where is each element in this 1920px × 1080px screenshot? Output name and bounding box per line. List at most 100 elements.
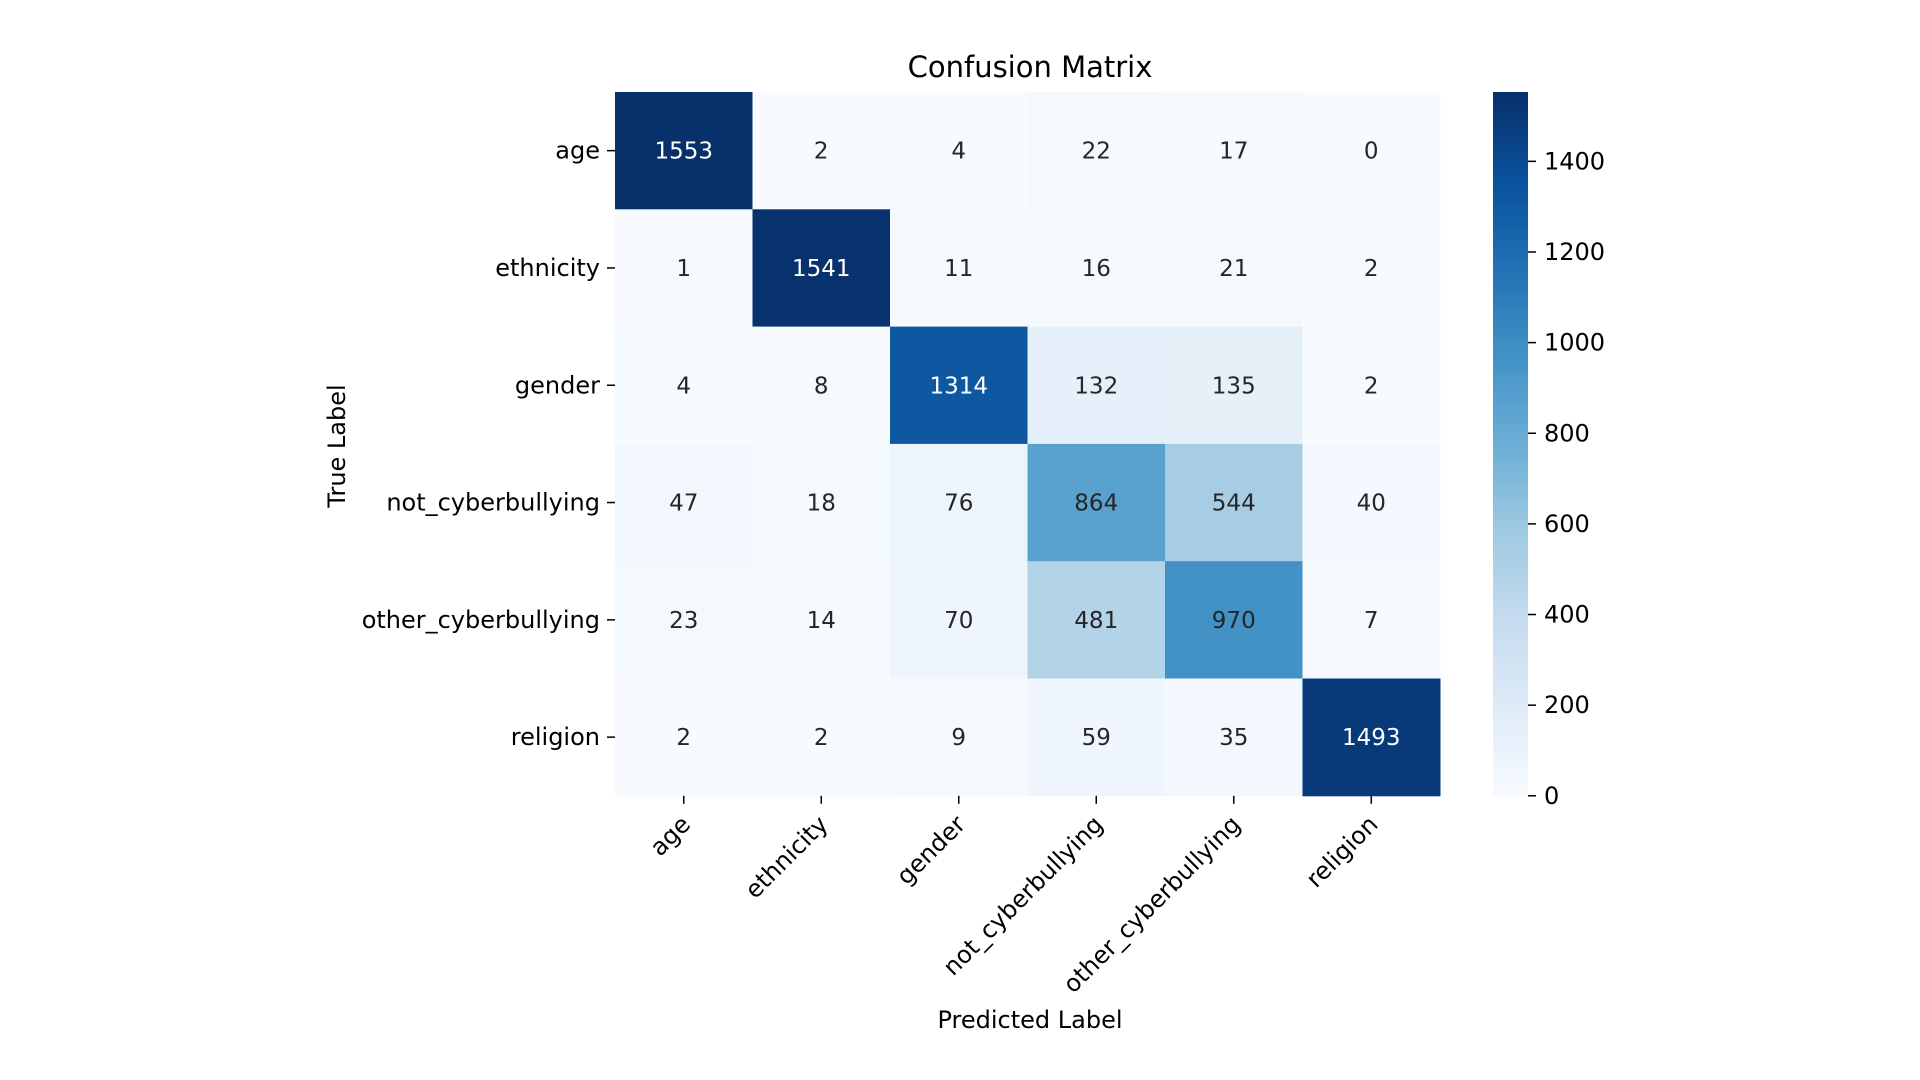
cell-value-2-4: 135 <box>1212 373 1256 399</box>
heatmap-cell-2-4 <box>1165 326 1303 445</box>
cell-value-0-5: 0 <box>1364 139 1379 165</box>
cell-value-1-0: 1 <box>676 256 691 282</box>
heatmap-cell-4-2 <box>890 561 1028 679</box>
heatmap-cell-5-2 <box>890 678 1028 797</box>
heatmap-cell-3-3 <box>1027 443 1166 562</box>
heatmap-cell-3-1 <box>752 443 891 562</box>
y-tick-label-5: religion <box>511 723 600 751</box>
cell-value-2-0: 4 <box>676 373 691 399</box>
heatmap-cell-4-4 <box>1165 561 1303 679</box>
heatmap-cell-3-0 <box>615 443 753 562</box>
heatmap-cell-1-0 <box>615 209 753 328</box>
heatmap-cell-3-2 <box>890 443 1028 562</box>
cell-value-4-2: 70 <box>944 608 973 634</box>
heatmap-cell-5-0 <box>615 678 753 797</box>
y-tick-label-1: ethnicity <box>495 254 600 282</box>
heatmap-cell-1-4 <box>1165 209 1303 328</box>
heatmap-cell-4-1 <box>752 561 891 679</box>
heatmap-cell-1-5 <box>1302 209 1441 328</box>
y-tick-label-0: age <box>555 137 600 165</box>
cell-value-2-5: 2 <box>1364 373 1379 399</box>
cell-value-5-4: 35 <box>1219 725 1248 751</box>
y-tick-label-4: other_cyberbullying <box>362 606 600 634</box>
cell-value-3-2: 76 <box>944 491 973 517</box>
heatmap-cell-2-5 <box>1302 326 1441 445</box>
cell-value-5-2: 9 <box>951 725 966 751</box>
cell-value-2-1: 8 <box>814 373 829 399</box>
colorbar-tick-label-3: 600 <box>1544 510 1590 538</box>
heatmap-cell-0-4 <box>1165 92 1303 210</box>
chart-title: Confusion Matrix <box>908 50 1153 84</box>
cell-value-3-1: 18 <box>807 491 836 517</box>
heatmap-cell-3-5 <box>1302 443 1441 562</box>
heatmap-cell-0-1 <box>752 92 891 210</box>
colorbar: 0 200 400 600 800 1000 1200 1400 <box>1493 92 1605 810</box>
colorbar-tick-label-4: 800 <box>1544 419 1590 447</box>
cell-value-3-3: 864 <box>1074 491 1118 517</box>
cell-value-3-5: 40 <box>1357 491 1386 517</box>
cell-value-3-0: 47 <box>669 491 698 517</box>
cell-value-0-0: 1553 <box>654 139 713 165</box>
cell-value-5-3: 59 <box>1082 725 1111 751</box>
cell-value-0-1: 2 <box>814 139 829 165</box>
heatmap-cell-2-3 <box>1027 326 1166 445</box>
colorbar-gradient <box>1493 92 1528 796</box>
heatmap-cell-4-0 <box>615 561 753 679</box>
cell-value-4-0: 23 <box>669 608 698 634</box>
heatmap-cell-2-1 <box>752 326 891 445</box>
heatmap-cell-5-5 <box>1302 678 1441 797</box>
cell-value-2-3: 132 <box>1074 373 1118 399</box>
colorbar-tick-label-5: 1000 <box>1544 329 1605 357</box>
cell-value-5-5: 1493 <box>1342 725 1401 751</box>
x-tick-label-1: ethnicity <box>740 810 834 904</box>
heatmap-cell-5-4 <box>1165 678 1303 797</box>
cell-value-5-0: 2 <box>676 725 691 751</box>
y-axis-label: True Label <box>323 384 351 508</box>
y-tick-label-3: not_cyberbullying <box>386 489 600 517</box>
x-axis-ticks: age ethnicity gendernot_cyberbullyingother… <box>645 795 1384 999</box>
y-axis-ticks: age ethnicity gender not_cyberbullyingother… <box>362 137 615 751</box>
cell-value-1-5: 2 <box>1364 256 1379 282</box>
heatmap-cell-2-0 <box>615 326 753 445</box>
colorbar-tick-label-0: 0 <box>1544 782 1559 810</box>
x-tick-label-5: religion <box>1301 810 1384 893</box>
cell-value-1-2: 11 <box>944 256 973 282</box>
heatmap-cell-1-1 <box>752 209 891 328</box>
y-tick-label-2: gender <box>515 371 600 399</box>
cell-value-2-2: 1314 <box>929 373 988 399</box>
cell-value-1-1: 1541 <box>792 256 851 282</box>
x-tick-label-0: age <box>645 810 696 861</box>
cell-value-4-3: 481 <box>1074 608 1118 634</box>
x-axis-label: Predicted Label <box>937 1006 1122 1034</box>
colorbar-tick-label-1: 200 <box>1544 691 1590 719</box>
heatmap-cell-4-3 <box>1027 561 1166 679</box>
cell-value-1-3: 16 <box>1082 256 1111 282</box>
heatmap-cell-5-1 <box>752 678 891 797</box>
heatmap-cell-0-3 <box>1027 92 1166 210</box>
cell-value-1-4: 21 <box>1219 256 1248 282</box>
cell-value-4-1: 14 <box>807 608 836 634</box>
colorbar-tick-label-7: 1400 <box>1544 147 1605 175</box>
heatmap-cell-1-2 <box>890 209 1028 328</box>
cell-value-0-3: 22 <box>1082 139 1111 165</box>
x-tick-label-2: gender <box>891 810 971 890</box>
heatmap-cell-1-3 <box>1027 209 1166 328</box>
colorbar-tick-label-2: 400 <box>1544 601 1590 629</box>
cell-value-4-4: 970 <box>1212 608 1256 634</box>
cell-value-5-1: 2 <box>814 725 829 751</box>
heatmap-cell-0-0 <box>615 92 753 210</box>
colorbar-tick-label-6: 1200 <box>1544 238 1605 266</box>
cell-value-0-2: 4 <box>951 139 966 165</box>
cell-value-0-4: 17 <box>1219 139 1248 165</box>
heatmap-cell-3-4 <box>1165 443 1303 562</box>
cell-value-3-4: 544 <box>1212 491 1256 517</box>
heatmap-cell-2-2 <box>890 326 1028 445</box>
heatmap-cell-4-5 <box>1302 561 1441 679</box>
heatmap-cell-0-2 <box>890 92 1028 210</box>
heatmap-cell-0-5 <box>1302 92 1441 210</box>
heatmap-cell-5-3 <box>1027 678 1166 797</box>
heatmap-cells: 1553 2 4 22 17 01 1541 11 16 21 24 8 1314 132 135 247 18… <box>615 92 1441 797</box>
cell-value-4-5: 7 <box>1364 608 1379 634</box>
